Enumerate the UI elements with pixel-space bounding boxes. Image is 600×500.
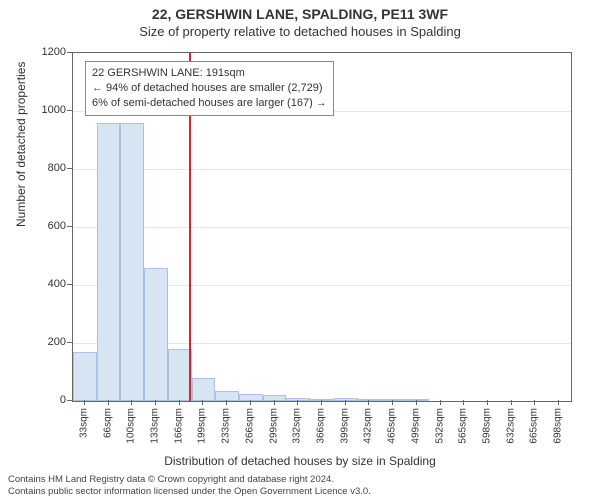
- y-tick-label: 200: [26, 336, 66, 348]
- y-tick-label: 800: [26, 162, 66, 174]
- x-tick-label: 199sqm: [197, 408, 208, 444]
- x-tick-mark: [131, 400, 132, 405]
- footer-text: Contains HM Land Registry data © Crown c…: [8, 474, 371, 498]
- title-sub: Size of property relative to detached ho…: [0, 24, 600, 39]
- x-tick-label: 632sqm: [505, 408, 516, 444]
- y-tick-label: 0: [26, 394, 66, 406]
- histogram-bar: [168, 349, 192, 401]
- x-tick-mark: [179, 400, 180, 405]
- x-tick-mark: [534, 400, 535, 405]
- x-tick-mark: [440, 400, 441, 405]
- x-tick-label: 698sqm: [553, 408, 564, 444]
- x-tick-mark: [202, 400, 203, 405]
- x-tick-label: 133sqm: [150, 408, 161, 444]
- x-tick-label: 233sqm: [221, 408, 232, 444]
- histogram-bar: [97, 123, 121, 401]
- x-tick-mark: [297, 400, 298, 405]
- footer-line-1: Contains HM Land Registry data © Crown c…: [8, 474, 371, 486]
- x-tick-mark: [487, 400, 488, 405]
- x-tick-label: 532sqm: [434, 408, 445, 444]
- x-tick-label: 432sqm: [363, 408, 374, 444]
- histogram-bar: [239, 394, 263, 401]
- plot-inner: 22 GERSHWIN LANE: 191sqm← 94% of detache…: [73, 53, 571, 401]
- histogram-bar: [405, 399, 429, 401]
- footer-line-2: Contains public sector information licen…: [8, 486, 371, 498]
- histogram-bar: [192, 378, 216, 401]
- y-tick-label: 1200: [26, 46, 66, 58]
- x-tick-mark: [84, 400, 85, 405]
- x-tick-mark: [511, 400, 512, 405]
- histogram-bar: [73, 352, 97, 401]
- x-tick-label: 332sqm: [292, 408, 303, 444]
- x-tick-mark: [274, 400, 275, 405]
- x-tick-mark: [416, 400, 417, 405]
- x-tick-label: 299sqm: [268, 408, 279, 444]
- x-tick-label: 465sqm: [387, 408, 398, 444]
- x-tick-mark: [226, 400, 227, 405]
- x-tick-label: 66sqm: [102, 408, 113, 438]
- annotation-line: 22 GERSHWIN LANE: 191sqm: [92, 66, 327, 81]
- x-tick-label: 399sqm: [339, 408, 350, 444]
- x-tick-mark: [345, 400, 346, 405]
- x-tick-mark: [368, 400, 369, 405]
- grid-line: [73, 169, 571, 170]
- x-tick-label: 266sqm: [244, 408, 255, 444]
- x-tick-label: 565sqm: [458, 408, 469, 444]
- annotation-box: 22 GERSHWIN LANE: 191sqm← 94% of detache…: [85, 61, 334, 116]
- x-tick-label: 665sqm: [529, 408, 540, 444]
- plot-area: 22 GERSHWIN LANE: 191sqm← 94% of detache…: [72, 52, 572, 402]
- y-axis-title: Number of detached properties: [14, 62, 28, 227]
- x-tick-mark: [558, 400, 559, 405]
- x-tick-label: 100sqm: [126, 408, 137, 444]
- x-tick-label: 499sqm: [410, 408, 421, 444]
- chart-container: 22, GERSHWIN LANE, SPALDING, PE11 3WF Si…: [0, 0, 600, 500]
- annotation-line: 6% of semi-detached houses are larger (1…: [92, 96, 327, 111]
- title-main: 22, GERSHWIN LANE, SPALDING, PE11 3WF: [0, 6, 600, 22]
- x-tick-mark: [250, 400, 251, 405]
- x-tick-label: 598sqm: [482, 408, 493, 444]
- grid-line: [73, 227, 571, 228]
- x-tick-mark: [392, 400, 393, 405]
- y-tick-label: 400: [26, 278, 66, 290]
- x-tick-mark: [321, 400, 322, 405]
- x-tick-label: 166sqm: [173, 408, 184, 444]
- y-tick-label: 600: [26, 220, 66, 232]
- x-tick-mark: [108, 400, 109, 405]
- x-axis-title: Distribution of detached houses by size …: [0, 454, 600, 468]
- x-tick-label: 33sqm: [78, 408, 89, 438]
- histogram-bar: [120, 123, 144, 401]
- histogram-bar: [144, 268, 168, 401]
- y-tick-label: 1000: [26, 104, 66, 116]
- x-tick-label: 366sqm: [316, 408, 327, 444]
- annotation-line: ← 94% of detached houses are smaller (2,…: [92, 81, 327, 96]
- x-tick-mark: [463, 400, 464, 405]
- x-tick-mark: [155, 400, 156, 405]
